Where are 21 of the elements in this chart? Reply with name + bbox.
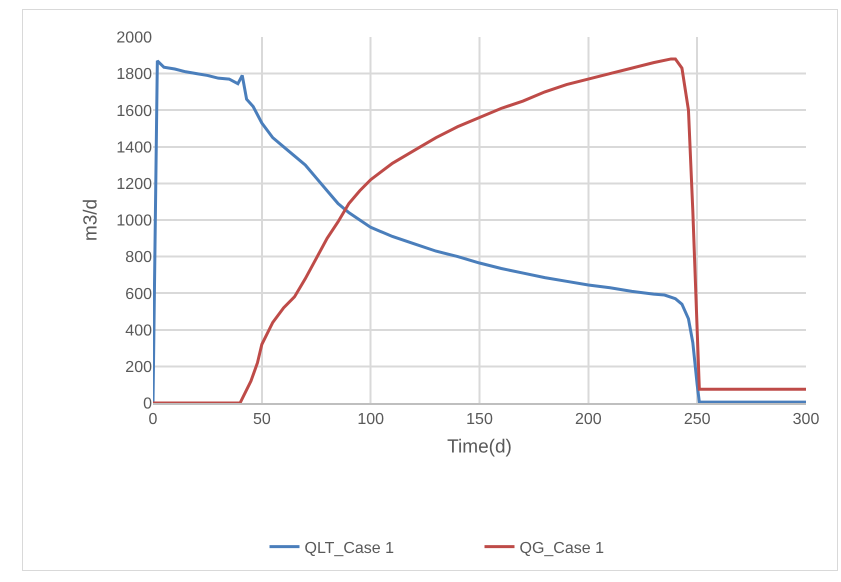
- y-tick-label: 1400: [116, 139, 152, 156]
- x-tick-label: 200: [574, 411, 602, 428]
- y-tick-label: 1000: [116, 212, 152, 230]
- y-tick-label: 2000: [116, 30, 152, 47]
- x-tick-label: 150: [466, 411, 493, 428]
- x-tick-label: 300: [792, 411, 820, 428]
- x-tick-label: 100: [357, 411, 384, 428]
- x-axis-title: Time(d): [447, 436, 512, 458]
- y-tick-label: 1800: [116, 66, 152, 84]
- y-tick-label: 800: [125, 249, 152, 266]
- y-tick-label: 0: [143, 396, 152, 413]
- y-tick-label: 600: [125, 286, 152, 303]
- x-tick-label: 250: [684, 411, 711, 428]
- y-axis-title: m3/d: [80, 198, 102, 242]
- y-tick-label: 1600: [116, 102, 152, 120]
- y-tick-label: 1200: [116, 176, 152, 193]
- y-tick-label: 400: [125, 322, 152, 340]
- y-tick-label: 200: [125, 359, 152, 376]
- legend-label: QLT_Case 1: [304, 540, 394, 557]
- x-tick-label: 50: [252, 411, 271, 428]
- legend-label: QG_Case 1: [520, 540, 604, 557]
